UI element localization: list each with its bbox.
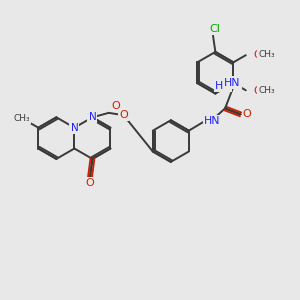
Text: CH₃: CH₃	[14, 114, 30, 123]
Text: N: N	[70, 123, 78, 133]
Text: CH₃: CH₃	[258, 86, 275, 95]
Text: O: O	[253, 86, 261, 96]
Text: O: O	[243, 109, 251, 119]
Text: O: O	[119, 110, 128, 120]
Text: Cl: Cl	[209, 24, 220, 34]
Text: N: N	[88, 112, 96, 122]
Text: O: O	[253, 50, 261, 60]
Text: HN: HN	[215, 80, 231, 91]
Text: HN: HN	[224, 77, 241, 88]
Text: O: O	[86, 178, 94, 188]
Text: CH₃: CH₃	[258, 50, 275, 59]
Text: O: O	[112, 101, 121, 111]
Text: HN: HN	[204, 116, 220, 126]
